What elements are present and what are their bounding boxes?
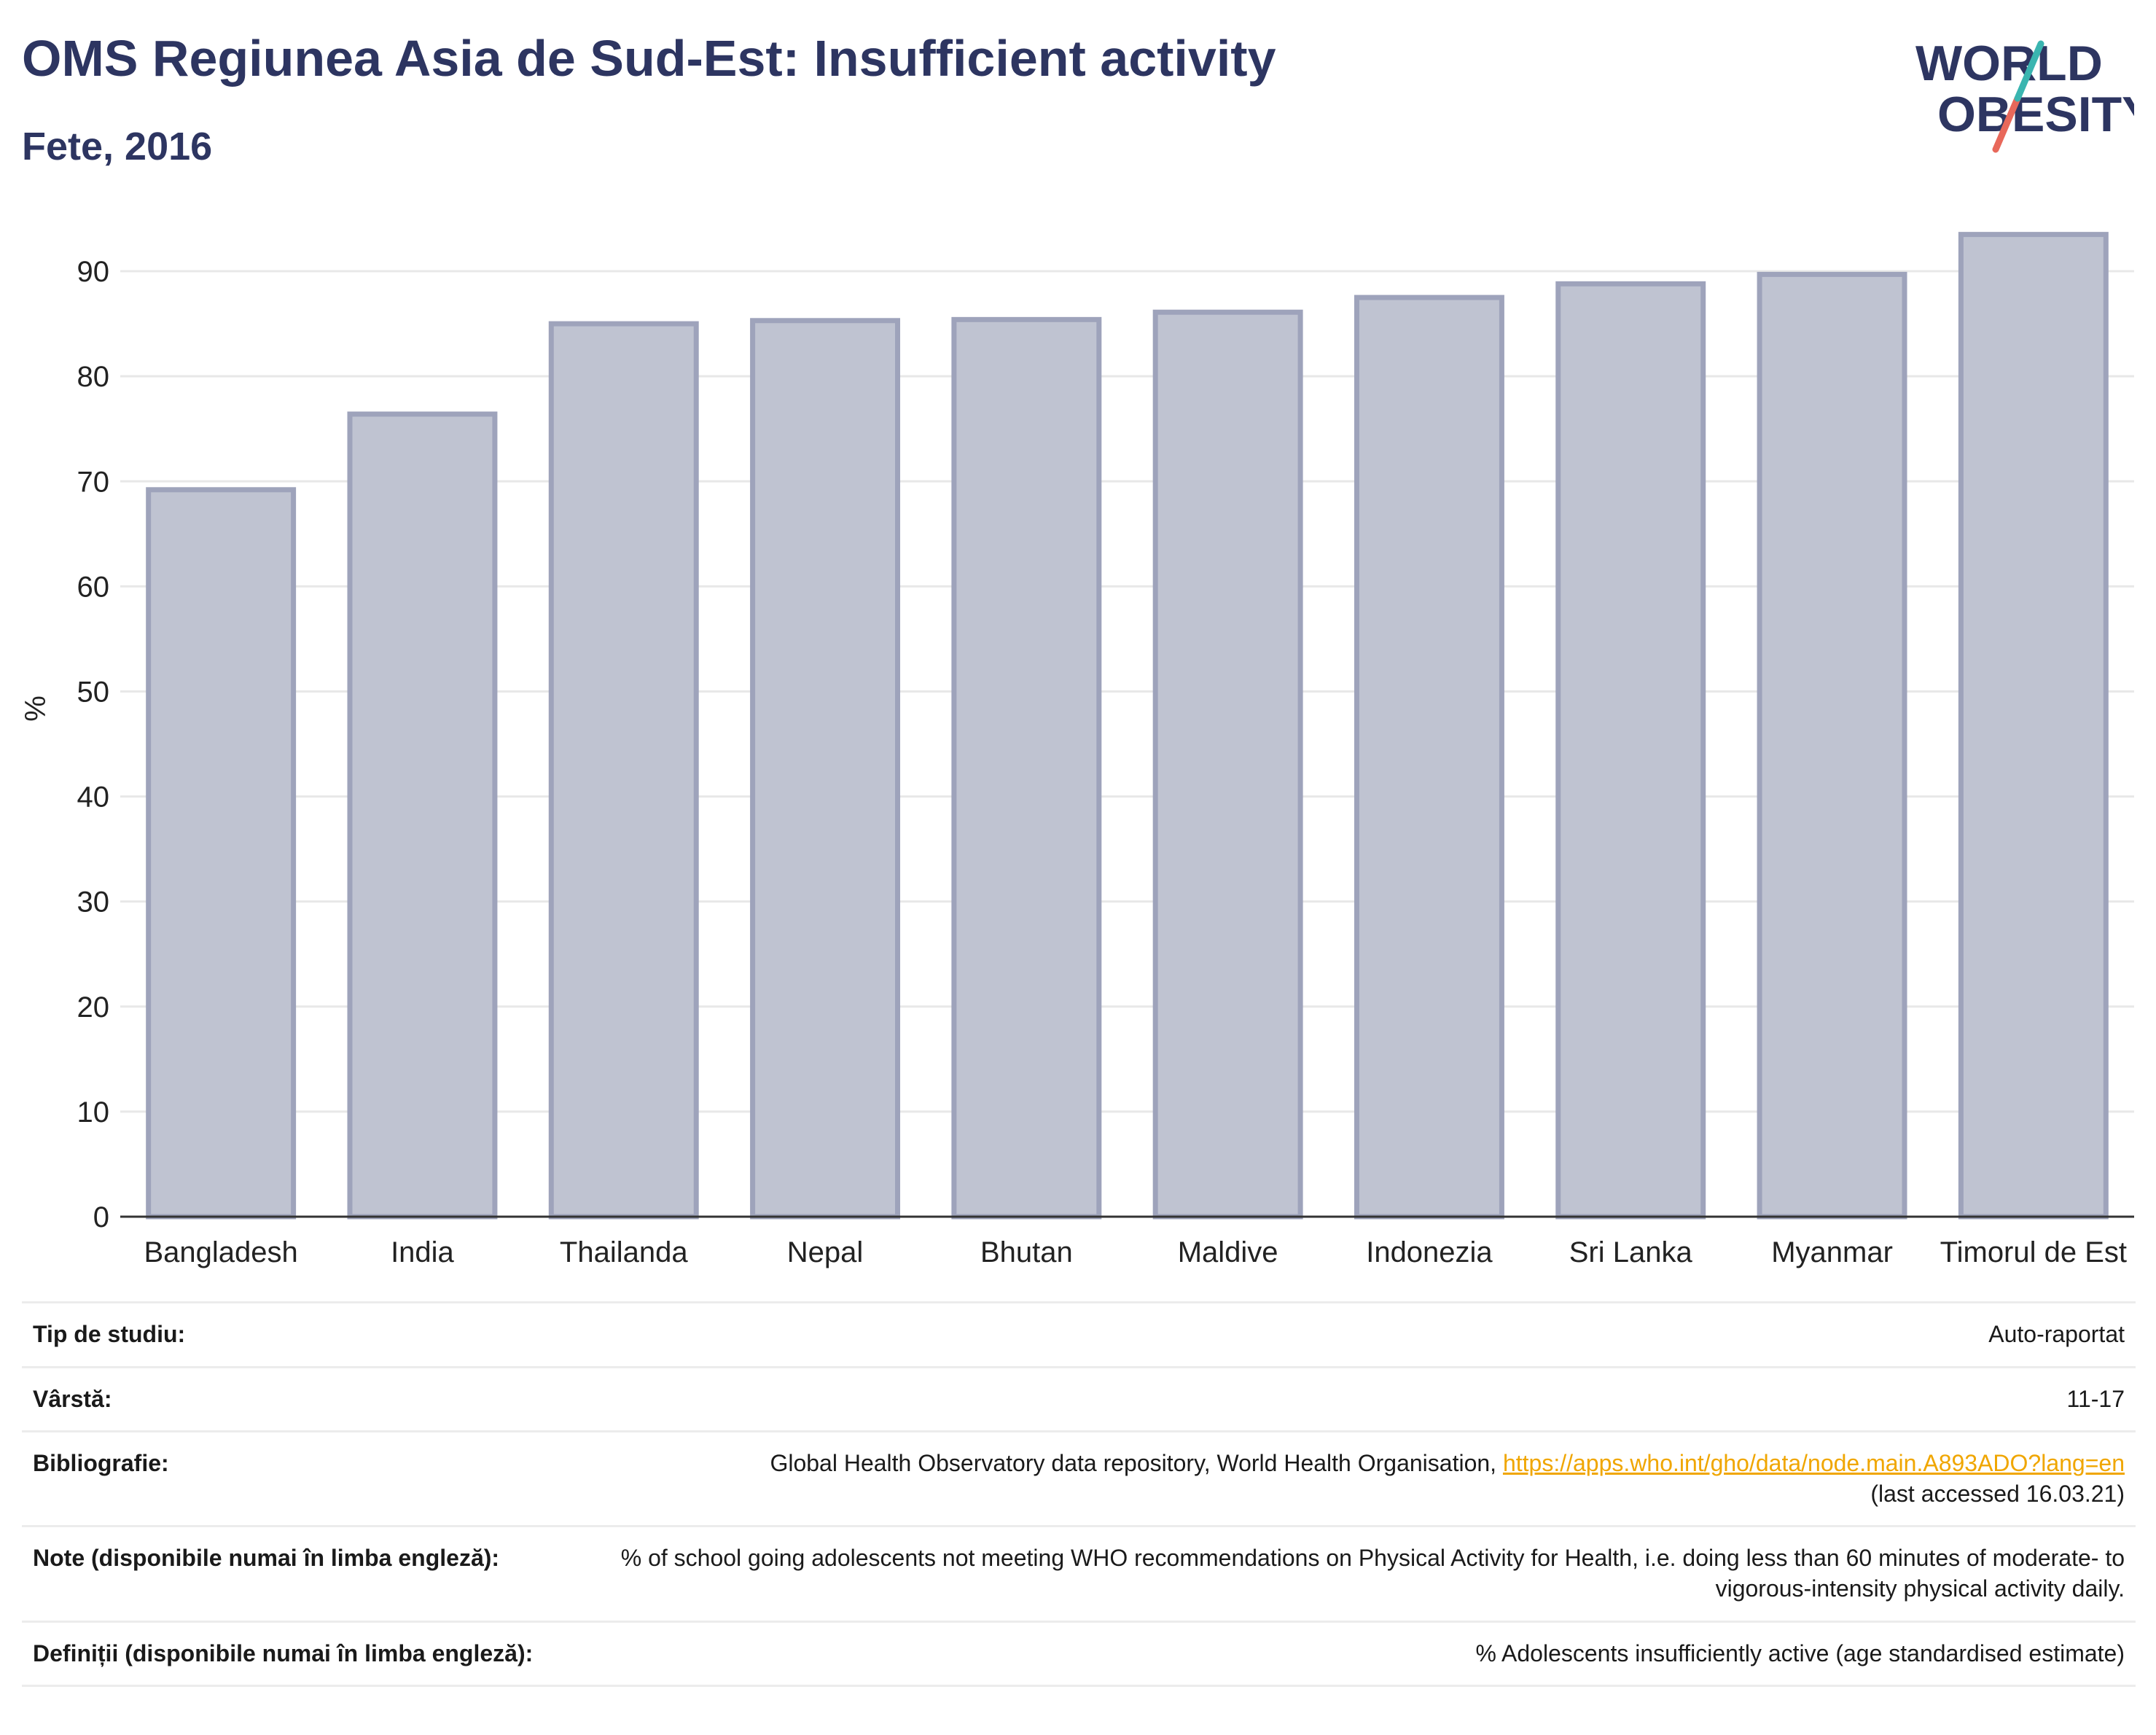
bar-nepal: [750, 318, 901, 1220]
y-tick-label: 70: [77, 466, 110, 498]
y-tick-label: 10: [77, 1096, 110, 1128]
logo-slash-teal: [2014, 40, 2044, 102]
chart-subtitle: Fete, 2016: [22, 125, 213, 168]
y-tick-label: 20: [77, 991, 110, 1024]
bibliography-text: Global Health Observatory data repositor…: [770, 1450, 1503, 1477]
meta-label: Note (disponibile numai în limba engleză…: [33, 1545, 500, 1572]
bar-maldive: [1152, 309, 1303, 1220]
y-tick-label: 60: [77, 571, 110, 603]
y-tick-label: 30: [77, 886, 110, 919]
x-tick-label: Bangladesh: [144, 1236, 298, 1268]
x-tick-label: Myanmar: [1771, 1236, 1893, 1268]
logo-text-world: WORLD: [1915, 36, 2103, 91]
meta-row-definitions: Definiții (disponibile numai în limba en…: [22, 1620, 2136, 1688]
bar-bhutan: [951, 316, 1102, 1220]
x-tick-label: Nepal: [787, 1236, 864, 1268]
x-tick-label: Indonezia: [1366, 1236, 1493, 1268]
meta-row-notes: Note (disponibile numai în limba engleză…: [22, 1525, 2136, 1620]
meta-value: Global Health Observatory data repositor…: [558, 1449, 2125, 1509]
meta-value: 11-17: [2066, 1385, 2125, 1412]
x-tick-label: Timorul de Est: [1940, 1236, 2127, 1268]
bibliography-accessed: (last accessed 16.03.21): [1870, 1480, 2125, 1507]
meta-row-study-type: Tip de studiu: Auto-raportat: [22, 1301, 2136, 1366]
y-tick-label: 40: [77, 781, 110, 814]
bar-thailanda: [548, 321, 699, 1220]
meta-value: % Adolescents insufficiently active (age…: [1475, 1640, 2125, 1666]
y-tick-label: 50: [77, 676, 110, 708]
bar-chart: 0 10 20 30 40 50 60 70 80 90 Bangladesh India Thail…: [20, 232, 2134, 1268]
meta-value: Auto-raportat: [1988, 1321, 2125, 1347]
bar-sri-lanka: [1555, 281, 1706, 1220]
logo-slash-coral: [1992, 95, 2021, 153]
x-tick-label: India: [391, 1236, 454, 1268]
bibliography-link[interactable]: https://apps.who.int/gho/data/node.main.…: [1502, 1450, 2125, 1477]
bar-bangladesh: [146, 487, 297, 1220]
meta-row-age: Vârstă: 11-17: [22, 1365, 2136, 1431]
bar-timorul-de-est: [1958, 232, 2109, 1220]
x-axis-ticks: Bangladesh India Thailanda Nepal Bhutan Maldi…: [144, 1236, 2128, 1268]
meta-row-bibliography: Bibliografie: Global Health Observatory …: [22, 1430, 2136, 1525]
meta-value: % of school going adolescents not meetin…: [620, 1545, 2125, 1602]
x-tick-label: Bhutan: [980, 1236, 1073, 1268]
y-tick-label: 80: [77, 361, 110, 393]
bars: [146, 232, 2109, 1220]
logo-text-obesity: OBESITY: [1937, 87, 2134, 142]
chart-title: OMS Regiunea Asia de Sud-Est: Insufficie…: [22, 30, 1276, 87]
world-obesity-logo: WORLD OBESITY: [1915, 36, 2134, 153]
bar-indonezia: [1354, 295, 1504, 1220]
y-axis-label: %: [20, 695, 52, 722]
y-axis-ticks: 0 10 20 30 40 50 60 70 80 90: [77, 256, 110, 1233]
meta-label: Vârstă:: [33, 1385, 112, 1412]
bar-india: [347, 411, 498, 1220]
y-tick-label: 90: [77, 256, 110, 288]
bar-myanmar: [1757, 271, 1907, 1220]
meta-label: Definiții (disponibile numai în limba en…: [33, 1640, 534, 1666]
meta-label: Tip de studiu:: [33, 1321, 186, 1347]
x-tick-label: Thailanda: [560, 1236, 688, 1268]
meta-label: Bibliografie:: [33, 1450, 169, 1477]
metadata-table: Tip de studiu: Auto-raportat Vârstă: 11-…: [22, 1301, 2136, 1688]
y-tick-label: 0: [93, 1201, 109, 1233]
x-tick-label: Maldive: [1178, 1236, 1278, 1268]
x-tick-label: Sri Lanka: [1569, 1236, 1693, 1268]
